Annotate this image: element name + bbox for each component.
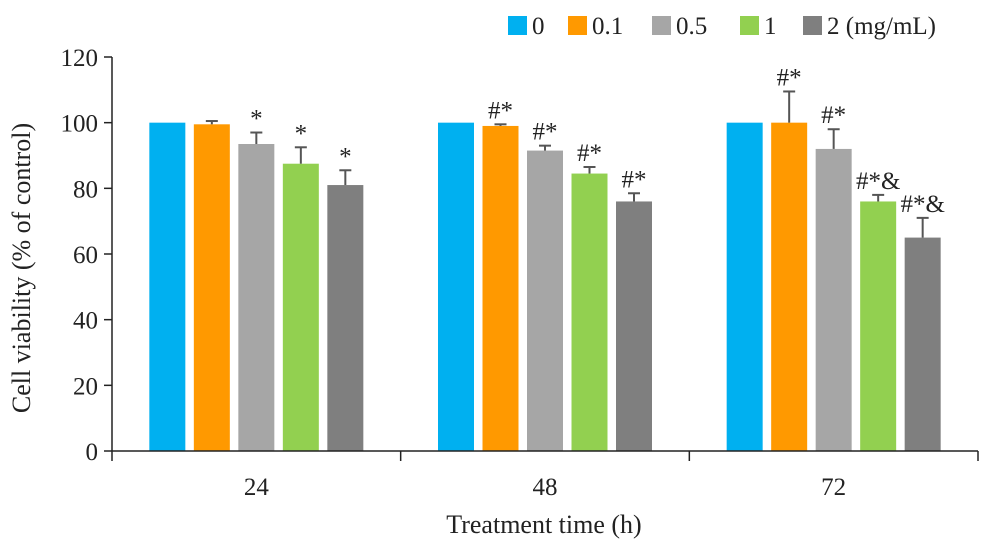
legend-label: 0 — [532, 13, 545, 40]
y-tick-label: 120 — [61, 45, 99, 72]
error-bars-layer — [205, 90, 929, 238]
y-tick-label: 100 — [61, 111, 99, 138]
y-tick-label: 60 — [73, 242, 98, 269]
legend-label: 2 (mg/mL) — [827, 13, 936, 40]
bar — [193, 124, 230, 451]
significance-label: #* — [777, 64, 802, 91]
significance-label: * — [295, 120, 308, 147]
x-tick-label: 72 — [821, 474, 846, 501]
significance-label: #* — [577, 140, 602, 167]
significance-label: #* — [622, 166, 647, 193]
legend: 0 0.1 0.5 1 2 (mg/mL) — [508, 13, 936, 40]
legend-swatch — [803, 16, 822, 35]
legend-swatch — [652, 16, 671, 35]
bar — [327, 185, 364, 452]
bars-layer — [149, 122, 941, 452]
y-tick-label: 20 — [73, 373, 98, 400]
axes: 0 20 40 60 80 100 120 24 48 72 — [61, 45, 979, 501]
y-tick-label: 0 — [86, 439, 99, 466]
annotations-layer: #* #* * #* #* * #* #*& * #* #*& — [250, 64, 945, 217]
x-tick-label: 24 — [244, 474, 270, 501]
legend-swatch — [740, 16, 759, 35]
significance-label: #*& — [856, 168, 900, 195]
bar — [771, 122, 808, 452]
bar — [282, 163, 319, 452]
legend-label: 0.5 — [676, 13, 707, 40]
bar — [815, 148, 852, 451]
significance-label: #*& — [900, 191, 944, 218]
x-tick-label: 48 — [533, 474, 558, 501]
bar — [571, 173, 608, 451]
significance-label: #* — [821, 102, 846, 129]
significance-label: #* — [533, 119, 558, 146]
legend-label: 1 — [764, 13, 777, 40]
significance-label: #* — [488, 97, 513, 124]
x-axis-title: Treatment time (h) — [446, 510, 641, 539]
bar — [438, 122, 474, 452]
bar — [482, 125, 519, 451]
bar — [726, 122, 763, 452]
y-tick-label: 40 — [73, 308, 98, 335]
bar — [904, 237, 941, 451]
bar — [616, 201, 652, 451]
bar — [238, 144, 275, 451]
legend-swatch — [568, 16, 587, 35]
bar — [860, 201, 897, 451]
legend-label: 0.1 — [592, 13, 623, 40]
bar — [149, 122, 186, 452]
legend-swatch — [508, 16, 527, 35]
significance-label: * — [339, 143, 352, 170]
y-tick-label: 80 — [73, 176, 98, 203]
y-axis-title: Cell viability (% of control) — [7, 123, 36, 413]
significance-label: * — [250, 106, 263, 133]
bar — [527, 150, 563, 451]
